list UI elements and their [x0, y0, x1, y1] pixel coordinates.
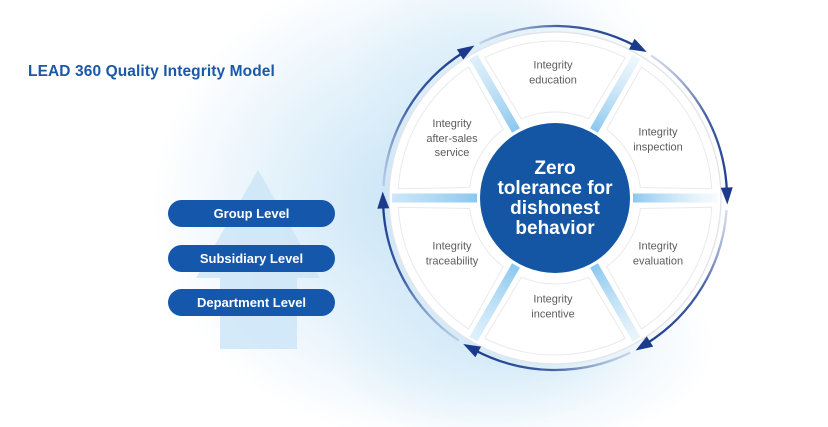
cycle-arrowhead-icon: [720, 187, 733, 205]
wheel-spoke: [590, 263, 641, 342]
cycle-arrowhead-icon: [377, 191, 390, 209]
cycle-arc: [650, 54, 729, 193]
segment-label-inspection: Integrity inspection: [633, 126, 683, 153]
segment-label-education: Integrity education: [529, 59, 577, 86]
segment-label-traceability: Integrity traceability: [425, 240, 479, 267]
level-pill-subsidiary-label: Subsidiary Level: [199, 251, 304, 266]
wheel-spoke: [469, 54, 520, 133]
cycle-arc: [645, 209, 728, 345]
level-pill-department: Department Level: [168, 289, 335, 316]
center-circle-label: Zero tolerance for dishonest behavior: [497, 157, 613, 240]
wheel-wedge: [397, 66, 504, 190]
cycle-arc: [473, 348, 631, 372]
cycle-arc: [381, 203, 460, 342]
wheel-wedge: [606, 66, 713, 190]
level-pill-group-label: Group Level: [213, 206, 290, 221]
cycle-arrowhead-icon: [456, 45, 475, 60]
page-title: LEAD 360 Quality Integrity Model: [28, 63, 275, 80]
segment-label-after-sales-service: Integrity after-sales service: [426, 118, 478, 160]
wheel-spoke: [469, 263, 520, 342]
wheel-wedge: [484, 276, 626, 356]
cycle-arc: [382, 51, 465, 187]
segment-label-incentive: Integrity incentive: [531, 293, 575, 320]
center-circle: [480, 123, 630, 273]
level-pill-group: Group Level: [168, 200, 335, 227]
wheel-wedge: [397, 206, 504, 330]
wheel-wedge: [484, 40, 626, 120]
level-pill-department-label: Department Level: [196, 295, 307, 310]
cycle-arc: [479, 24, 637, 48]
level-pill-subsidiary: Subsidiary Level: [168, 245, 335, 272]
segment-label-evaluation: Integrity evaluation: [632, 240, 684, 267]
wheel-spoke: [590, 54, 641, 133]
cycle-arrowhead-icon: [635, 336, 654, 351]
cycle-arrowhead-icon: [463, 343, 482, 358]
cycle-arrowhead-icon: [628, 38, 647, 53]
wheel-wedge: [606, 206, 713, 330]
